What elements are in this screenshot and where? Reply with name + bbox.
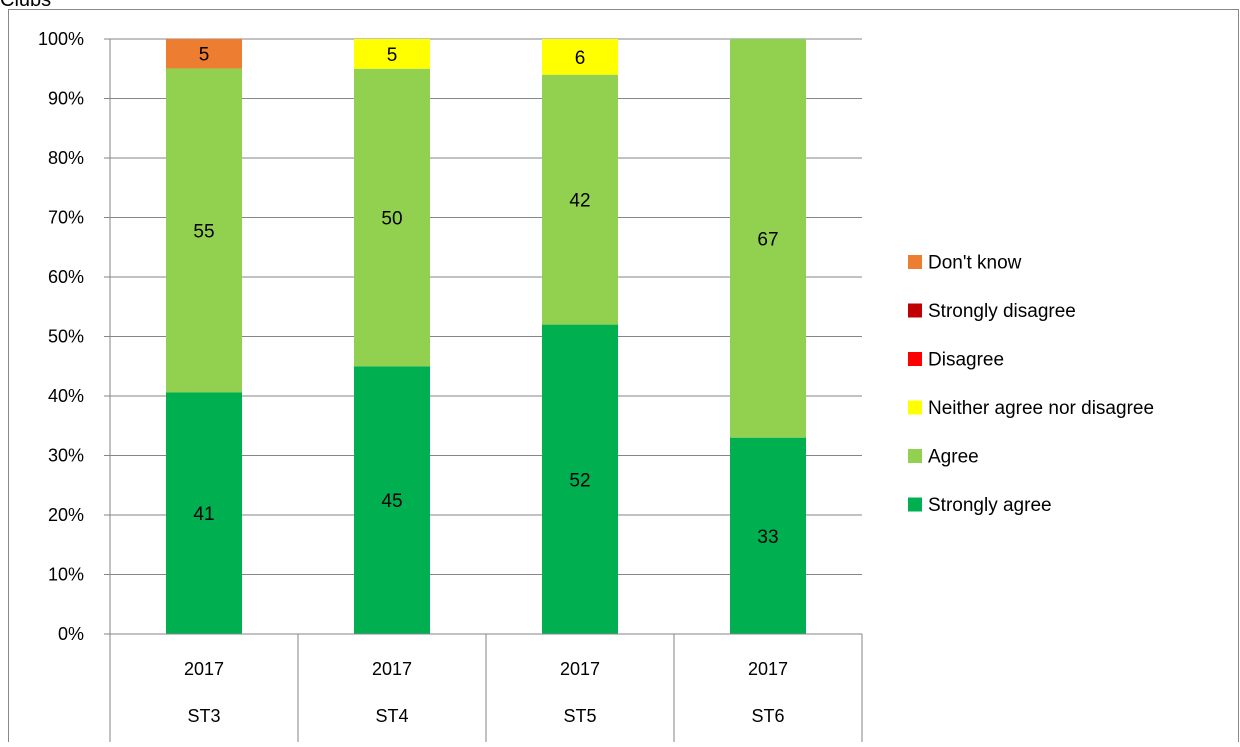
bar-segment <box>730 437 806 634</box>
x-tick-label-year: 2017 <box>560 659 600 679</box>
bar-segment <box>542 74 618 325</box>
bar-segment <box>354 366 430 634</box>
data-label: 5 <box>199 45 210 66</box>
chart-border <box>8 9 1239 747</box>
bar-segment <box>354 68 430 367</box>
x-tick-label-year: 2017 <box>184 659 224 679</box>
bar-segment <box>542 39 618 75</box>
data-label: 50 <box>381 209 402 230</box>
x-tick-label-year: 2017 <box>372 659 412 679</box>
x-tick-label-group: ST4 <box>375 706 408 726</box>
y-tick-label: 0% <box>58 624 84 644</box>
legend-label: Neither agree nor disagree <box>928 398 1154 419</box>
y-tick-label: 70% <box>48 208 84 228</box>
x-tick-label-group: ST3 <box>187 706 220 726</box>
bar-segment <box>542 324 618 634</box>
x-tick-label-year: 2017 <box>748 659 788 679</box>
x-tick-label-group: ST6 <box>751 706 784 726</box>
y-tick-label: 40% <box>48 386 84 406</box>
data-label: 33 <box>757 527 778 548</box>
bar-segment <box>166 392 242 634</box>
bar-segment <box>166 39 242 69</box>
y-tick-label: 50% <box>48 327 84 347</box>
bar-segment <box>730 39 806 438</box>
y-tick-label: 90% <box>48 89 84 109</box>
legend: Don't know Strongly disagree Disagree Neith… <box>908 253 1154 516</box>
bar-segment <box>354 39 430 69</box>
data-label: 45 <box>381 491 402 512</box>
y-tick-label: 100% <box>38 29 84 49</box>
y-tick-label: 30% <box>48 446 84 466</box>
legend-swatch <box>908 400 922 415</box>
legend-label: Strongly agree <box>928 495 1052 516</box>
chart-title: Clubs <box>0 0 52 11</box>
legend-label: Don't know <box>928 253 1022 274</box>
data-label: 52 <box>569 470 590 491</box>
data-label: 67 <box>757 229 778 250</box>
data-label: 41 <box>193 504 214 525</box>
legend-swatch <box>908 303 922 318</box>
legend-label: Agree <box>928 447 979 468</box>
legend-label: Disagree <box>928 350 1004 371</box>
legend-swatch <box>908 497 922 512</box>
bars <box>166 39 806 634</box>
y-tick-label: 10% <box>48 565 84 585</box>
legend-swatch <box>908 352 922 366</box>
y-tick-label: 80% <box>48 148 84 168</box>
axes: 0% 10% 20% 30% 40% 50% 60% 70% 80% 90% 100% 2017 ST3… <box>38 29 863 742</box>
y-tick-label: 20% <box>48 505 84 525</box>
legend-swatch <box>908 255 922 269</box>
bar-segment <box>166 68 242 393</box>
data-label: 55 <box>193 221 214 242</box>
data-label: 42 <box>569 191 590 212</box>
y-tick-label: 60% <box>48 267 84 287</box>
data-label: 5 <box>387 45 398 66</box>
legend-label: Strongly disagree <box>928 301 1076 322</box>
x-tick-label-group: ST5 <box>563 706 596 726</box>
legend-swatch <box>908 449 922 463</box>
data-label: 6 <box>575 48 586 69</box>
